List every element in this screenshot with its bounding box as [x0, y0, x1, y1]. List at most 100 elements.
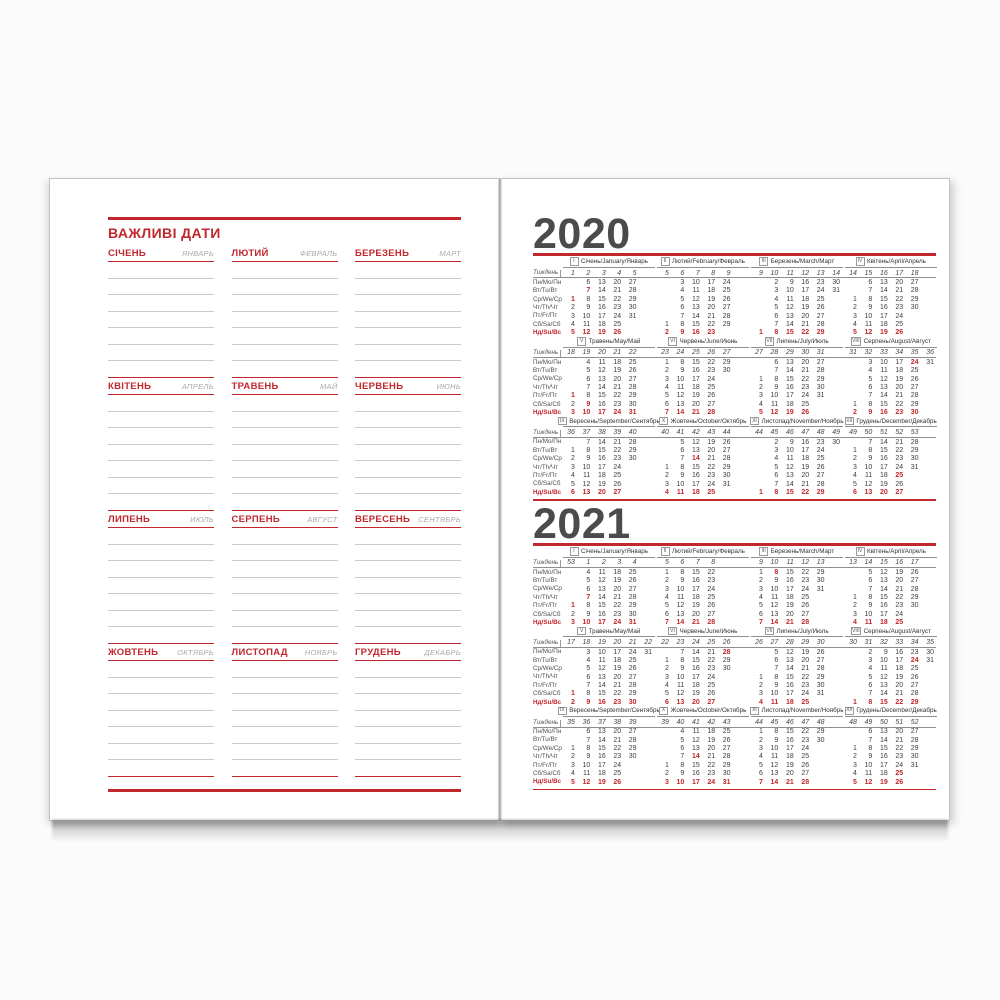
month-days: 6 13 20 27: [563, 488, 656, 496]
day-cell: 9: [774, 736, 779, 744]
month-days: 4 11 18 25: [751, 455, 844, 463]
writing-line: [108, 678, 214, 694]
writing-line: [231, 578, 338, 594]
month-week-numbers: 49 50 51 52 53: [845, 427, 938, 437]
day-cell: 28: [910, 438, 919, 446]
day-cell: 26: [707, 690, 716, 698]
day-cell: 17: [879, 463, 888, 471]
day-cell: 1: [665, 358, 669, 366]
month-days: 2 9 16 23 30: [563, 753, 656, 761]
month-name-ru: МАЙ: [319, 382, 338, 391]
month-days: 6 13 20 27: [563, 728, 656, 736]
day-cell: 29: [722, 321, 731, 329]
day-cell: 28: [910, 585, 919, 593]
month-days: 3 10 17 24 31: [845, 358, 938, 366]
day-cell: 18: [879, 472, 888, 480]
month-header: III Березень/March/Март: [750, 257, 843, 268]
weekday-line: Чт/Th/Чт 6 13 20 27 3 10 17 24 1 8 15 22 29 5 12 19 26: [533, 673, 936, 681]
day-cell: 26: [722, 295, 731, 303]
week-number-cell: 17: [910, 559, 919, 567]
day-cell: 24: [895, 463, 904, 471]
day-cell: 23: [801, 384, 810, 391]
day-cell: 11: [786, 295, 794, 303]
month-days: 6 13 20 27: [845, 728, 938, 736]
month-days: 5 12 19 26: [751, 304, 844, 312]
day-cell: 24: [910, 656, 919, 664]
day-cell: 12: [691, 438, 700, 446]
day-cell: 28: [628, 593, 637, 601]
writing-line: [108, 279, 214, 295]
day-cell: 29: [910, 745, 919, 753]
day-cell: 22: [801, 488, 810, 496]
day-cell: 29: [628, 295, 637, 303]
day-cell: 8: [586, 690, 591, 698]
week-number-cell: 50: [879, 718, 888, 726]
month-days: 5 12 19 26: [657, 602, 750, 610]
month-notes-header: БЕРЕЗЕНЬ МАРТ: [355, 248, 461, 262]
day-cell: 27: [816, 358, 825, 366]
day-cell: 20: [801, 656, 810, 664]
day-cell: 18: [879, 321, 888, 329]
month-notes-block: БЕРЕЗЕНЬ МАРТ: [355, 248, 461, 381]
day-cell: 10: [676, 673, 685, 681]
day-cell: 3: [853, 761, 857, 769]
day-cell: 13: [676, 698, 685, 706]
week-number-cell: 13: [816, 559, 825, 567]
day-cell: 31: [926, 656, 934, 664]
day-cell: 8: [680, 358, 685, 366]
day-cell: 2: [665, 577, 669, 585]
month-days: 6 13 20 27: [657, 304, 750, 312]
day-cell: 30: [816, 384, 825, 391]
weekday-label: Пт/Fr/Пт: [533, 312, 558, 320]
day-cell: 2: [571, 400, 575, 408]
week-number-cell: 6: [680, 559, 685, 567]
day-cell: 24: [801, 690, 810, 698]
writing-line: [108, 561, 214, 578]
roman-numeral-box: VII: [764, 337, 775, 346]
day-cell: 11: [677, 593, 685, 601]
month-days: 1 8 15 22 29: [657, 656, 750, 664]
day-cell: 17: [691, 778, 700, 786]
month-days: 3 10 17 24: [845, 610, 938, 618]
day-cell: 3: [774, 446, 779, 454]
weekday-line: Пн/Mo/Пн 7 14 21 28 5 12 19 26 2 9 16 23 30 7 14 21 28: [533, 438, 936, 446]
day-cell: 25: [722, 287, 731, 295]
month-days: 4 11 18 25: [845, 665, 938, 673]
month-week-numbers: 5 6 7 8: [657, 558, 750, 568]
week-number-cell: 37: [597, 718, 606, 726]
week-label: Тиждень: [533, 349, 561, 358]
day-cell: 4: [571, 770, 575, 778]
weekday-line: Пт/Fr/Пт 3 10 17 24 1 8 15 22 29 5 12 19 26 3 10 17 24 31: [533, 761, 936, 769]
day-cell: 13: [785, 358, 794, 366]
month-days: 6 13 20 27: [845, 681, 938, 689]
day-cell: 10: [582, 463, 591, 471]
week-number-cell: 24: [676, 349, 685, 357]
day-cell: 29: [816, 568, 825, 576]
day-cell: 17: [597, 409, 606, 417]
month-name-ru: ДЕКАБРЬ: [424, 648, 461, 657]
writing-line: [355, 345, 461, 361]
month-days: 5 12 19 26: [845, 568, 938, 576]
day-cell: 17: [879, 610, 888, 618]
day-cell: 22: [707, 656, 716, 664]
month-days: 4 11 18 25: [845, 770, 938, 778]
day-cell: 14: [691, 455, 700, 463]
day-cell: 28: [816, 480, 825, 488]
day-cell: 12: [676, 602, 685, 610]
week-number-cell: 47: [801, 718, 810, 726]
day-cell: 23: [895, 409, 904, 417]
week-number-cell: 19: [582, 349, 591, 357]
week-number-cell: 30: [849, 639, 857, 647]
day-cell: 19: [613, 367, 622, 375]
day-cell: 3: [759, 745, 763, 753]
month-days: 4 11 18 25: [563, 320, 656, 328]
month-days: 5 12 19 26: [845, 375, 938, 383]
month-days: 3 10 17 24 31: [563, 408, 656, 416]
roman-numeral-box: XI: [749, 416, 759, 426]
day-cell: 21: [707, 648, 716, 656]
day-cell: 12: [864, 480, 873, 488]
day-cell: 1: [759, 728, 763, 736]
day-cell: 29: [910, 593, 919, 601]
day-cell: 2: [853, 409, 857, 417]
month-days: 6 13 20 27: [751, 312, 844, 320]
